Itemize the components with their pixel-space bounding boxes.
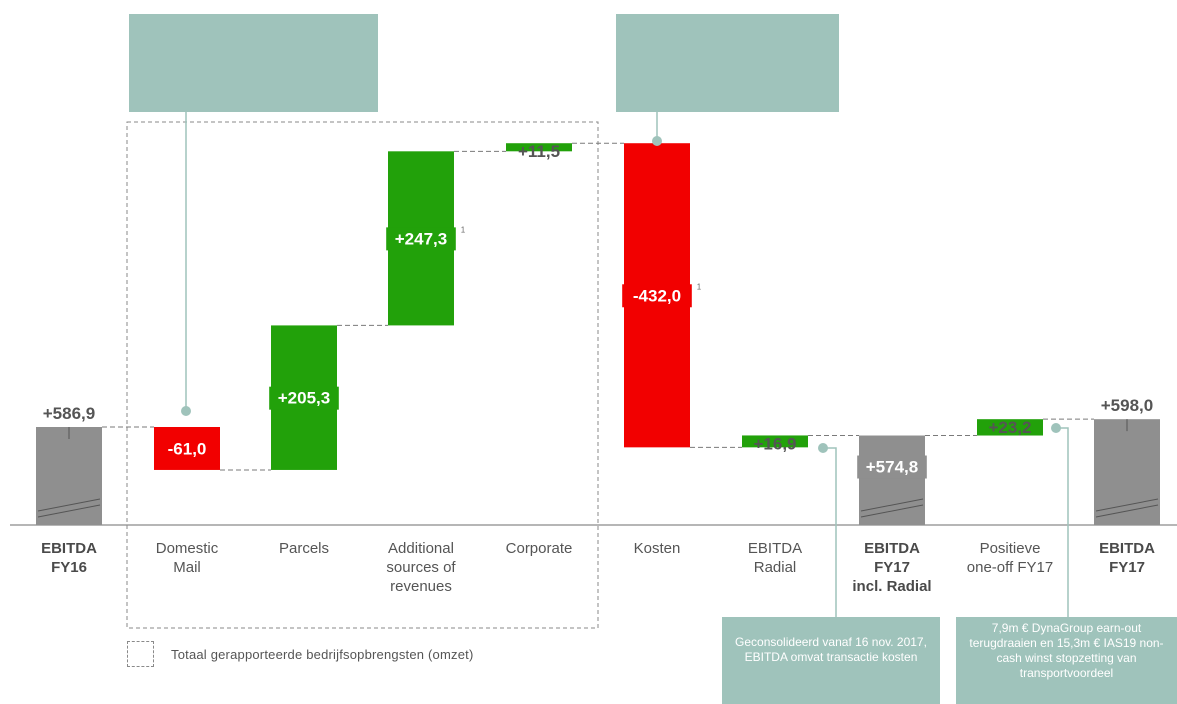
revenue-group-outline bbox=[126, 121, 599, 629]
top-annotation-box-costs bbox=[616, 14, 839, 112]
value-labels-group: +586,9 -61,0 +205,3 +247,3 1 +11,5 -432,0 1 +16,… bbox=[43, 142, 1153, 479]
callout-dot-3 bbox=[818, 443, 828, 453]
category-label-6: Kosten bbox=[633, 540, 681, 557]
value-label-1: +586,9 bbox=[43, 404, 95, 423]
value-label-3: +205,3 bbox=[278, 389, 330, 408]
callout-lines bbox=[181, 112, 1069, 617]
value-label-bg-4 bbox=[386, 227, 456, 251]
bar-10 bbox=[1094, 419, 1160, 525]
value-label-4: +247,3 bbox=[395, 229, 447, 248]
axis-break-b-8 bbox=[860, 504, 924, 518]
bar-7 bbox=[742, 435, 808, 448]
category-label-10: EBITDA FY17 bbox=[1099, 540, 1155, 576]
footnote-marker-4: 1 bbox=[461, 225, 466, 234]
top-annotation-box-revenues bbox=[129, 14, 378, 112]
callout-dot-2 bbox=[652, 136, 662, 146]
category-label-5: Corporate bbox=[505, 540, 573, 557]
value-label-bg-6 bbox=[622, 284, 692, 308]
connector-lines bbox=[102, 142, 1094, 471]
callout-line-4 bbox=[1056, 427, 1069, 617]
category-label-3: Parcels bbox=[278, 540, 330, 557]
value-label-10: +598,0 bbox=[1101, 396, 1153, 415]
axis-break-b-10 bbox=[1095, 504, 1159, 518]
value-label-5: +11,5 bbox=[518, 142, 560, 161]
bar-9 bbox=[977, 419, 1043, 436]
category-label-2: Domestic Mail bbox=[155, 540, 219, 576]
callout-dot-1 bbox=[181, 406, 191, 416]
axis-break-a-10 bbox=[1095, 498, 1159, 512]
category-label-9: Positieve one-off FY17 bbox=[966, 540, 1054, 576]
callout-dot-4 bbox=[1051, 423, 1061, 433]
bar-5 bbox=[506, 143, 572, 152]
value-label-bg-8 bbox=[857, 455, 927, 479]
value-label-2: -61,0 bbox=[168, 439, 207, 458]
legend-swatch bbox=[127, 641, 154, 667]
bar-1 bbox=[36, 427, 102, 525]
value-label-6: -432,0 bbox=[633, 286, 681, 305]
value-label-bg-2 bbox=[157, 437, 217, 461]
bar-8 bbox=[859, 435, 925, 525]
value-label-7: +16,9 bbox=[753, 434, 796, 453]
axis-break-b-1 bbox=[37, 504, 101, 518]
legend-text: Totaal gerapporteerde bedrijfsopbrengste… bbox=[171, 647, 474, 662]
value-label-bg-3 bbox=[269, 386, 339, 410]
category-label-8: EBITDA FY17 incl. Radial bbox=[852, 540, 932, 595]
footnote-marker-6: 1 bbox=[697, 282, 702, 291]
value-label-9: +23,2 bbox=[988, 418, 1031, 437]
value-label-8: +574,8 bbox=[866, 458, 918, 477]
category-label-1: EBITDA FY16 bbox=[41, 540, 97, 576]
category-label-7: EBITDA Radial bbox=[747, 540, 803, 576]
note-oneoff: 7,9m € DynaGroup earn-out terugdraaien e… bbox=[956, 617, 1177, 704]
category-label-4: Additional sources of revenues bbox=[386, 540, 456, 595]
axis-break-a-8 bbox=[860, 498, 924, 512]
axis-break-a-1 bbox=[37, 498, 101, 512]
note-radial: Geconsolideerd vanaf 16 nov. 2017, EBITD… bbox=[722, 617, 940, 704]
